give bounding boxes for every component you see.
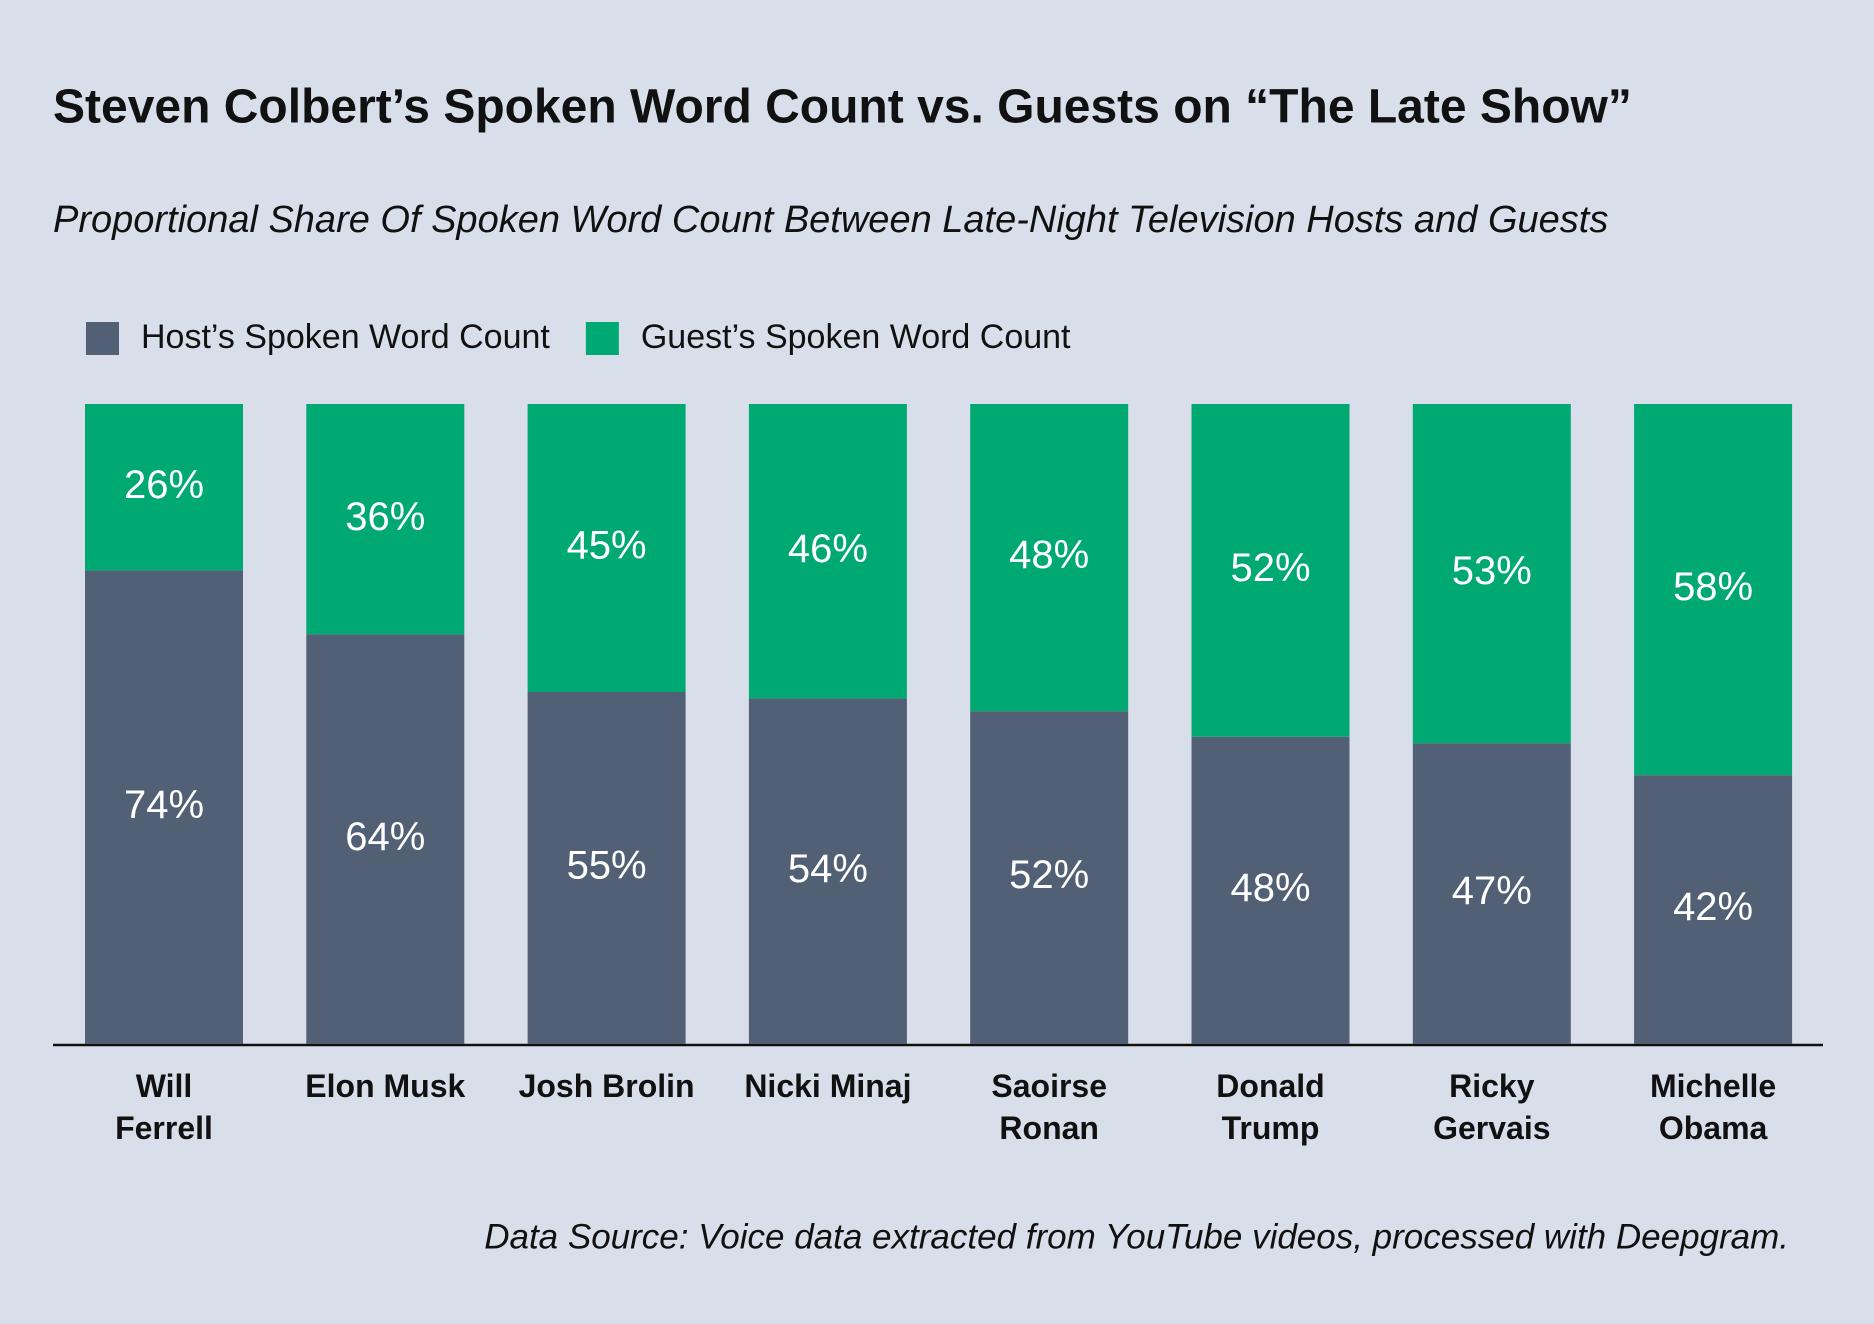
data-label: 52% xyxy=(1230,546,1310,590)
data-label: 48% xyxy=(1009,533,1089,577)
bar-segment xyxy=(1634,404,1793,776)
bar-segment xyxy=(748,404,907,699)
bar-segment xyxy=(1191,404,1350,737)
x-tick-label: Will Ferrell xyxy=(115,1068,213,1146)
bar-segment xyxy=(85,570,243,1044)
chart-subtitle: Proportional Share Of Spoken Word Count … xyxy=(53,199,1608,241)
bar-segment xyxy=(1191,736,1350,1044)
data-label: 52% xyxy=(1009,853,1089,897)
data-label: 53% xyxy=(1452,549,1532,593)
data-label: 64% xyxy=(345,815,425,859)
bar-segment xyxy=(85,404,243,571)
bar-segment xyxy=(748,698,907,1044)
x-tick-label: Michelle Obama xyxy=(1649,1068,1777,1146)
data-label: 48% xyxy=(1230,866,1310,910)
bar-segment xyxy=(306,634,465,1044)
chart-title: Steven Colbert’s Spoken Word Count vs. G… xyxy=(53,81,1632,134)
bar-segment xyxy=(527,404,686,692)
bar-segment xyxy=(970,404,1129,712)
data-label: 26% xyxy=(124,463,204,507)
data-label: 46% xyxy=(788,527,868,571)
bar-segment xyxy=(1412,404,1571,744)
data-label: 58% xyxy=(1673,565,1753,609)
legend-label: Guest’s Spoken Word Count xyxy=(641,318,1071,356)
x-tick-label: Saoirse Ronan xyxy=(991,1068,1107,1146)
x-tick-label: Josh Brolin xyxy=(518,1068,695,1104)
data-label: 54% xyxy=(788,847,868,891)
bar-segment xyxy=(970,711,1129,1044)
bar-segment xyxy=(306,404,465,635)
x-tick-label: Nicki Minaj xyxy=(744,1068,912,1104)
bar-segment xyxy=(1634,775,1793,1044)
legend-swatch xyxy=(86,322,119,355)
data-label: 74% xyxy=(124,783,204,827)
bar-segment xyxy=(1412,743,1571,1044)
data-label: 55% xyxy=(567,844,647,888)
bar-segment xyxy=(527,692,686,1044)
x-tick-label: Ricky Gervais xyxy=(1433,1068,1551,1146)
x-tick-label: Elon Musk xyxy=(305,1068,466,1104)
data-label: 45% xyxy=(567,524,647,568)
x-tick-label: Donald Trump xyxy=(1216,1068,1325,1146)
data-label: 47% xyxy=(1452,869,1532,913)
legend-label: Host’s Spoken Word Count xyxy=(141,318,550,356)
data-label: 42% xyxy=(1673,885,1753,929)
data-label: 36% xyxy=(345,495,425,539)
source-note: Data Source: Voice data extracted from Y… xyxy=(484,1217,1789,1256)
legend-swatch xyxy=(585,322,619,355)
